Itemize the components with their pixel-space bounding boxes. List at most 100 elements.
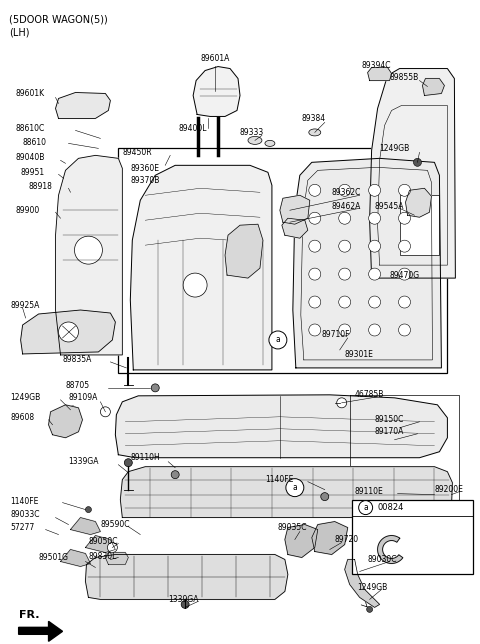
Circle shape [59,322,78,342]
Circle shape [369,240,381,252]
Text: 89110E: 89110E [355,487,384,496]
Text: 89608: 89608 [11,413,35,422]
Circle shape [309,324,321,336]
Polygon shape [368,68,392,80]
Polygon shape [71,518,100,535]
Ellipse shape [309,129,321,136]
Polygon shape [378,536,403,564]
Polygon shape [120,467,452,518]
Text: 88610: 88610 [23,138,47,147]
Circle shape [151,384,159,392]
Circle shape [69,406,76,414]
Circle shape [339,324,351,336]
Text: 1249GB: 1249GB [380,144,410,153]
Circle shape [359,500,372,515]
Text: a: a [363,503,368,512]
Circle shape [413,158,421,166]
Polygon shape [56,93,110,118]
Text: 89109A: 89109A [69,393,98,402]
Polygon shape [422,79,444,95]
Text: 89830L: 89830L [88,552,117,561]
Text: a: a [276,336,280,345]
Polygon shape [312,522,348,554]
Circle shape [398,240,410,252]
Text: 1339GA: 1339GA [69,457,99,466]
Polygon shape [285,525,318,558]
Text: 88918: 88918 [29,182,52,191]
Circle shape [124,459,132,467]
Circle shape [269,331,287,349]
Text: 89394C: 89394C [361,61,391,70]
Text: 89835A: 89835A [62,355,92,365]
Text: 89855B: 89855B [390,73,419,82]
Text: 89362C: 89362C [332,188,361,197]
Text: 89040B: 89040B [16,153,45,162]
Text: 89384: 89384 [302,114,326,123]
Text: 57277: 57277 [11,523,35,532]
Text: 89050C: 89050C [88,537,118,546]
Polygon shape [130,166,272,370]
Circle shape [398,324,410,336]
Circle shape [398,296,410,308]
Polygon shape [85,536,115,553]
Polygon shape [85,554,288,600]
Text: 89450R: 89450R [122,148,152,157]
Circle shape [398,213,410,224]
Text: 1140FE: 1140FE [265,475,293,484]
Ellipse shape [265,140,275,146]
Text: 89360E: 89360E [130,164,159,173]
Text: 89951: 89951 [21,168,45,177]
Circle shape [309,296,321,308]
Circle shape [309,213,321,224]
Circle shape [398,184,410,196]
Bar [352,500,473,574]
Circle shape [321,493,329,500]
Polygon shape [193,66,240,117]
Polygon shape [19,621,62,641]
Text: 89370B: 89370B [130,176,160,185]
Text: 89590C: 89590C [100,520,130,529]
Circle shape [339,240,351,252]
Circle shape [309,240,321,252]
Circle shape [339,268,351,280]
Circle shape [108,542,117,553]
Circle shape [183,273,207,297]
Text: 89900: 89900 [16,205,40,214]
Circle shape [336,398,347,408]
Polygon shape [370,68,456,278]
Text: 1249GB: 1249GB [11,393,41,402]
Text: 89601A: 89601A [200,54,229,63]
Text: FR.: FR. [19,611,39,620]
Text: 89710F: 89710F [322,330,350,339]
Circle shape [309,184,321,196]
Circle shape [369,213,381,224]
Text: 89720: 89720 [335,535,359,544]
Text: 1249GB: 1249GB [358,583,388,592]
Circle shape [339,184,351,196]
Circle shape [367,607,372,612]
Text: 89333: 89333 [240,128,264,137]
Polygon shape [106,553,128,565]
Text: 89545A: 89545A [374,202,404,211]
Polygon shape [56,155,122,355]
Circle shape [369,324,381,336]
Text: 89301E: 89301E [345,350,373,359]
Circle shape [369,268,381,280]
Text: 89030C: 89030C [368,555,397,564]
Polygon shape [293,158,442,368]
Text: 89400L: 89400L [178,124,207,133]
Text: 89200E: 89200E [434,485,463,494]
Text: 46785B: 46785B [355,390,384,399]
Circle shape [398,268,410,280]
Circle shape [286,478,304,497]
Text: 89033C: 89033C [11,510,40,519]
Text: 1140FE: 1140FE [11,497,39,506]
Circle shape [85,507,91,513]
Text: 88705: 88705 [65,381,90,390]
Circle shape [171,471,179,478]
Polygon shape [60,549,90,567]
Text: a: a [292,483,297,492]
Polygon shape [48,405,83,438]
Text: 89501G: 89501G [38,553,69,562]
Text: 89601K: 89601K [16,89,45,98]
